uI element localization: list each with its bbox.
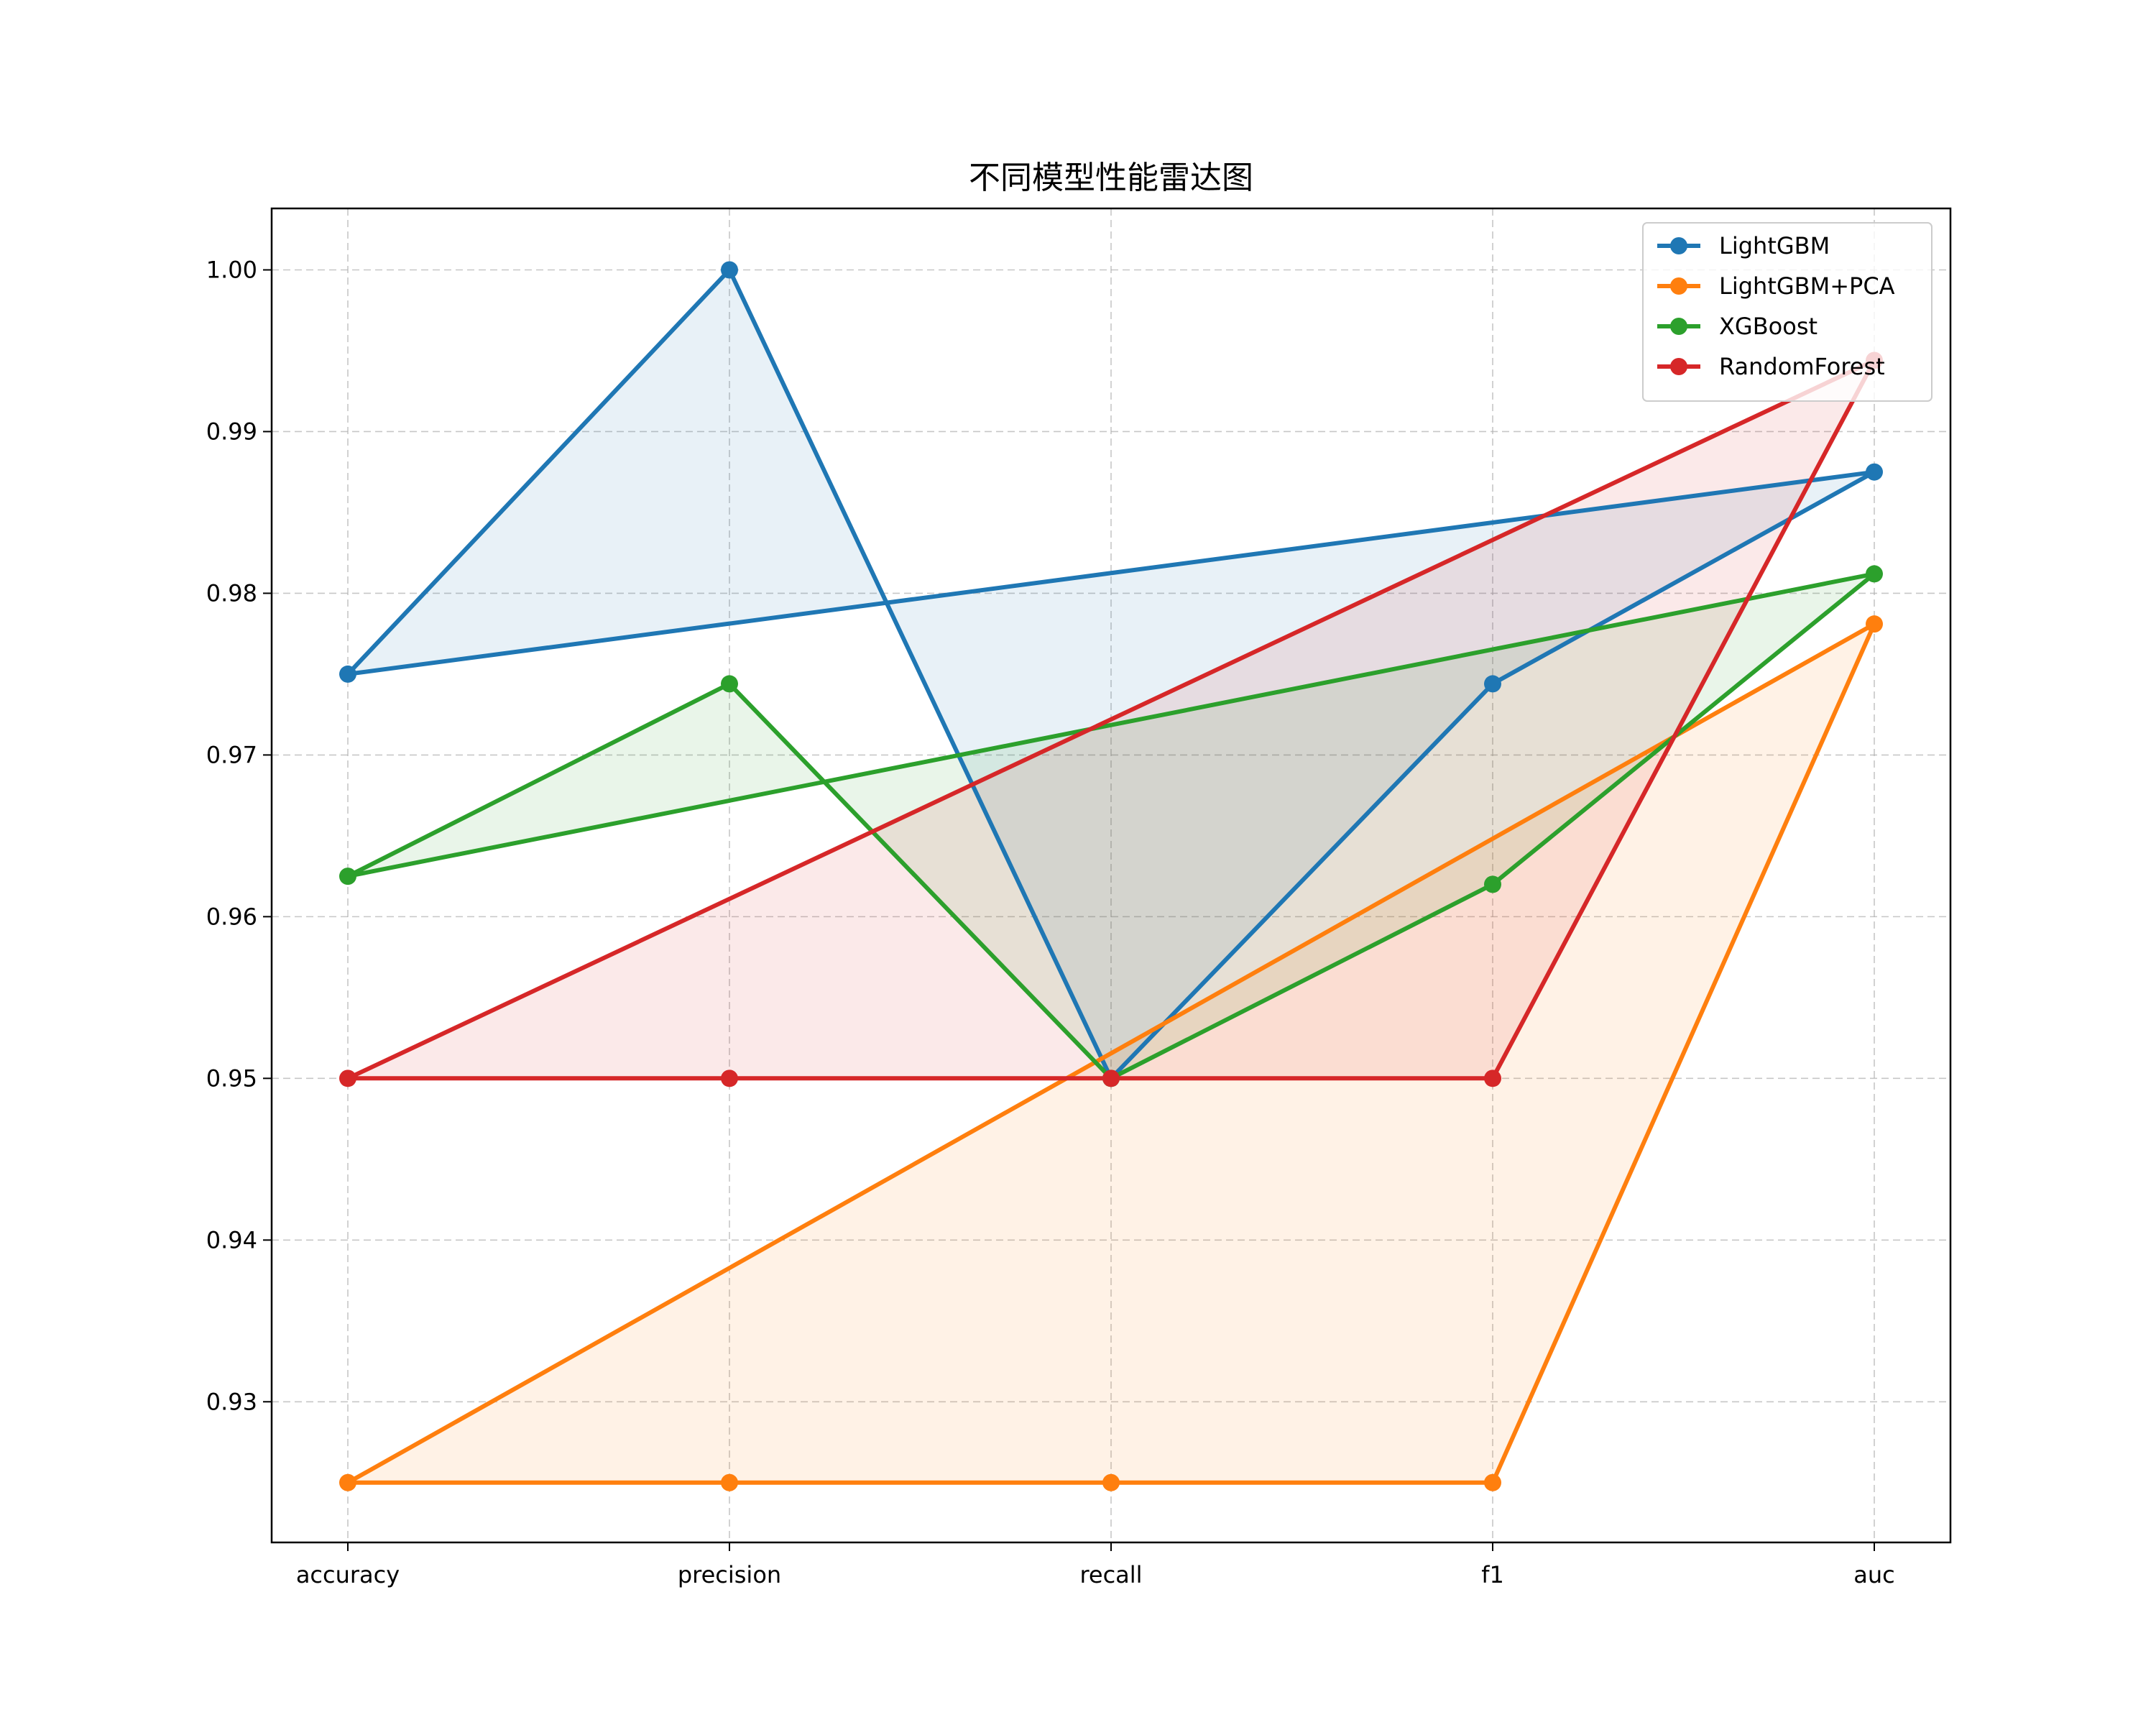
data-point-1-1 xyxy=(721,1473,738,1491)
legend-marker-3 xyxy=(1670,358,1687,375)
series-line-2 xyxy=(346,571,1876,1081)
data-point-0-3 xyxy=(1484,675,1501,693)
y-tick-label: 1.00 xyxy=(206,256,257,283)
y-tick-label: 0.95 xyxy=(206,1064,257,1092)
series-fill-2 xyxy=(348,574,1874,1079)
data-point-2-4 xyxy=(1866,565,1883,583)
x-tick-label: auc xyxy=(1853,1561,1894,1588)
data-point-0-1 xyxy=(721,261,738,279)
y-tick-label: 0.97 xyxy=(206,741,257,768)
series-line-0 xyxy=(346,267,1876,1081)
legend-label-1: LightGBM+PCA xyxy=(1719,272,1895,300)
legend-label-2: XGBoost xyxy=(1719,313,1818,340)
data-point-0-0 xyxy=(339,665,356,683)
y-tick-label: 0.96 xyxy=(206,903,257,930)
y-axis-ticks: 0.93 0.94 0.95 0.96 0.97 0.98 0.99 1.00 xyxy=(206,256,272,1415)
data-point-1-3 xyxy=(1484,1473,1501,1491)
series-fill-0 xyxy=(348,270,1874,1079)
y-tick-label: 0.93 xyxy=(206,1388,257,1415)
y-tick-label: 0.98 xyxy=(206,579,257,607)
legend-box xyxy=(1642,222,1932,402)
series-line-3 xyxy=(346,358,1876,1081)
data-point-1-2 xyxy=(1102,1473,1120,1491)
y-tick-label: 0.99 xyxy=(206,418,257,445)
x-tick-label: recall xyxy=(1079,1561,1142,1588)
data-point-3-2 xyxy=(1102,1070,1120,1087)
legend-label-0: LightGBM xyxy=(1719,232,1830,259)
data-point-0-4 xyxy=(1866,463,1883,481)
data-point-3-0 xyxy=(339,1070,356,1087)
data-point-1-0 xyxy=(339,1473,356,1491)
x-tick-label: f1 xyxy=(1481,1561,1504,1588)
chart-title: 不同模型性能雷达图 xyxy=(969,160,1253,196)
legend-marker-0 xyxy=(1670,237,1687,254)
data-point-2-1 xyxy=(721,675,738,693)
series-lines xyxy=(346,267,1876,1485)
series-markers xyxy=(339,261,1883,1491)
data-point-3-1 xyxy=(721,1070,738,1087)
data-point-1-4 xyxy=(1866,615,1883,633)
grid-lines xyxy=(272,208,1950,1542)
x-tick-label: accuracy xyxy=(296,1561,400,1588)
data-point-2-3 xyxy=(1484,875,1501,893)
legend-marker-2 xyxy=(1670,318,1687,335)
legend: LightGBM LightGBM+PCA XGBoost RandomForest xyxy=(1642,222,1932,402)
series-line-1 xyxy=(346,622,1876,1485)
legend-label-3: RandomForest xyxy=(1719,353,1885,380)
data-point-3-3 xyxy=(1484,1070,1501,1087)
y-tick-label: 0.94 xyxy=(206,1226,257,1254)
legend-marker-1 xyxy=(1670,277,1687,295)
data-point-2-0 xyxy=(339,868,356,886)
x-tick-label: precision xyxy=(678,1561,781,1588)
x-axis-ticks: accuracy precision recall f1 auc xyxy=(296,1542,1895,1588)
